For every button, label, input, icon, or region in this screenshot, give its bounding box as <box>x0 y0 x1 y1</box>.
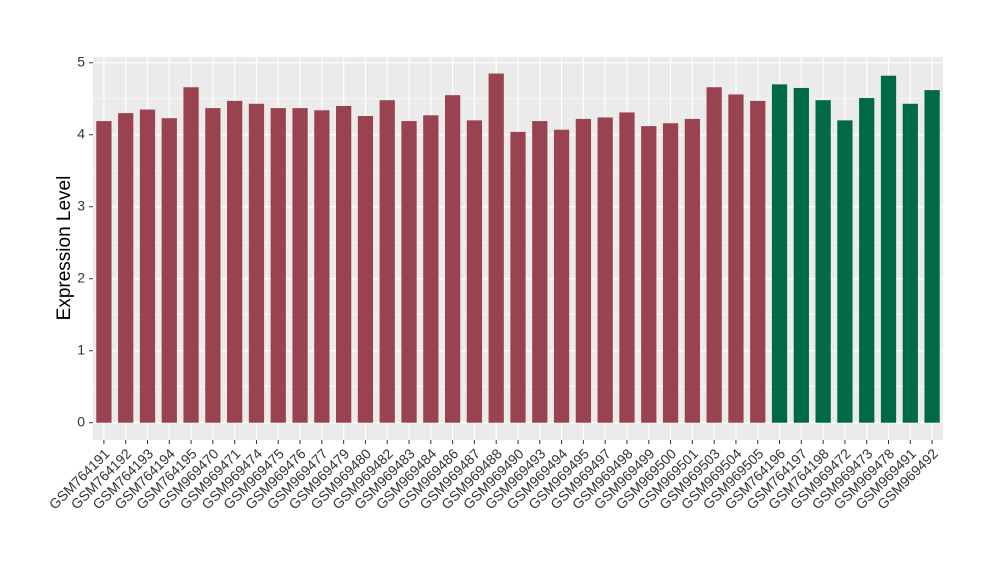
y-tick-label: 5 <box>77 53 85 69</box>
bar <box>248 103 265 423</box>
bar <box>466 120 483 423</box>
bar <box>597 117 613 423</box>
bar <box>205 108 221 423</box>
bar <box>423 115 439 423</box>
bar <box>314 110 330 423</box>
bar <box>684 118 700 423</box>
y-tick-label: 4 <box>77 125 85 141</box>
y-tick-label: 3 <box>77 197 85 213</box>
bar <box>161 118 177 423</box>
bar <box>444 95 461 423</box>
bar <box>619 112 635 423</box>
bar <box>859 98 875 423</box>
bar <box>924 90 940 423</box>
bar <box>641 126 657 423</box>
bar <box>837 120 853 423</box>
bar <box>532 121 548 423</box>
bar <box>880 75 897 423</box>
bar <box>183 87 199 423</box>
bar <box>728 94 744 423</box>
bar <box>771 84 788 423</box>
bar <box>902 103 918 423</box>
bar <box>793 87 809 423</box>
bar <box>488 73 504 423</box>
bar <box>292 108 308 423</box>
bar <box>662 123 679 423</box>
bar <box>227 100 243 423</box>
bar <box>815 100 831 423</box>
y-tick-label: 0 <box>77 413 85 429</box>
y-axis-title: Expression Level <box>54 176 75 321</box>
bar <box>139 109 156 423</box>
bar <box>270 108 286 423</box>
bar <box>575 118 592 423</box>
bar <box>706 87 722 423</box>
bar <box>96 121 112 423</box>
bar <box>553 129 570 423</box>
bar <box>357 116 374 423</box>
y-tick-label: 1 <box>77 341 85 357</box>
bar <box>510 131 526 423</box>
bar <box>336 105 352 423</box>
bar <box>401 121 417 423</box>
bar <box>750 100 766 423</box>
bar <box>118 113 134 423</box>
bar <box>379 100 395 423</box>
y-tick-label: 2 <box>77 269 85 285</box>
